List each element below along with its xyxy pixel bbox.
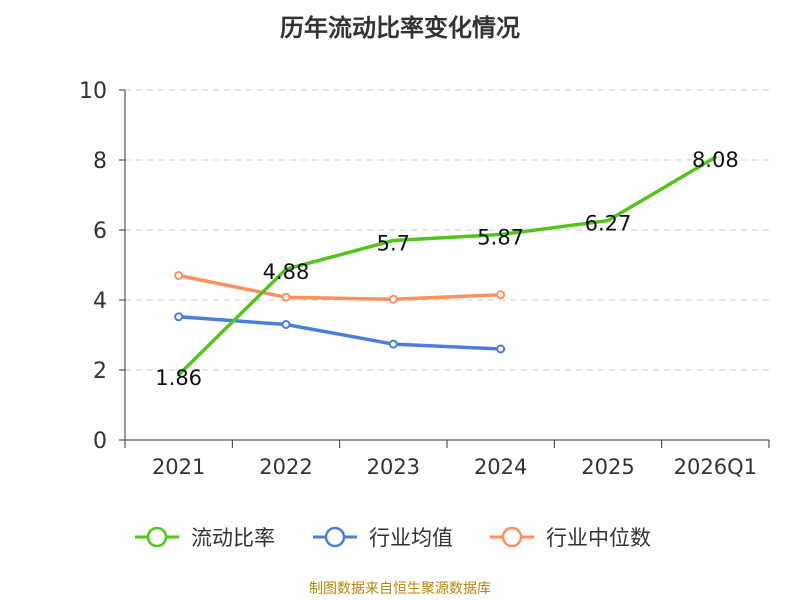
series-line-1	[176, 315, 503, 351]
y-tick-label-2: 2	[93, 359, 107, 384]
x-tick-label-2021: 2021	[152, 455, 205, 479]
series-1-point-1[interactable]	[281, 320, 291, 329]
series-2-point-0[interactable]	[174, 271, 184, 280]
series-1-point-3[interactable]	[496, 344, 506, 354]
legend-label-1: 行业均值	[369, 526, 453, 550]
series-line-0	[176, 155, 718, 377]
x-tick-label-2023: 2023	[367, 455, 420, 479]
legend-item-1[interactable]: 行业均值	[313, 526, 453, 550]
data-label-2: 5.7	[377, 232, 410, 256]
x-tick-label-2025: 2025	[581, 455, 634, 479]
chart-title: 历年流动比率变化情况	[280, 14, 520, 42]
legend-item-0[interactable]: 流动比率	[135, 526, 275, 550]
y-tick-label-4: 4	[93, 289, 107, 314]
grid-lines	[125, 89, 769, 371]
source-footer: 制图数据来自恒生聚源数据库	[309, 581, 491, 597]
y-tick-label-6: 6	[93, 219, 107, 244]
legend-marker-0	[146, 526, 168, 548]
legend[interactable]: 流动比率 行业均值 行业中位数	[135, 526, 651, 550]
data-labels: 1.86 4.88 5.7 5.87 6.27 8.08	[155, 148, 738, 390]
legend-label-2: 行业中位数	[546, 526, 651, 550]
series-lines	[174, 155, 718, 377]
series-2-point-3[interactable]	[496, 290, 506, 300]
legend-item-2[interactable]: 行业中位数	[490, 526, 651, 550]
y-tick-label-0: 0	[93, 429, 107, 454]
data-label-4: 6.27	[585, 212, 632, 236]
y-tick-label-10: 10	[79, 79, 107, 104]
x-tick-label-2026Q1: 2026Q1	[674, 455, 757, 479]
series-2-point-2[interactable]	[388, 294, 398, 304]
legend-marker-1	[324, 526, 346, 548]
y-tick-label-8: 8	[93, 149, 107, 174]
series-2-point-1[interactable]	[281, 292, 291, 302]
data-label-0: 1.86	[155, 366, 202, 390]
series-line-2	[176, 273, 503, 302]
legend-marker-2	[501, 526, 523, 548]
data-label-5: 8.08	[692, 148, 739, 172]
axes: 0 2 4 6 8 10 2021 2022 2023 2024 2025 2026Q1	[79, 79, 770, 479]
legend-label-0: 流动比率	[191, 526, 275, 550]
data-label-1: 4.88	[263, 260, 310, 284]
series-1-point-0[interactable]	[174, 312, 184, 322]
series-1-point-2[interactable]	[388, 339, 398, 349]
x-tick-label-2024: 2024	[474, 455, 527, 479]
x-tick-label-2022: 2022	[259, 455, 312, 479]
data-label-3: 5.87	[477, 226, 524, 250]
